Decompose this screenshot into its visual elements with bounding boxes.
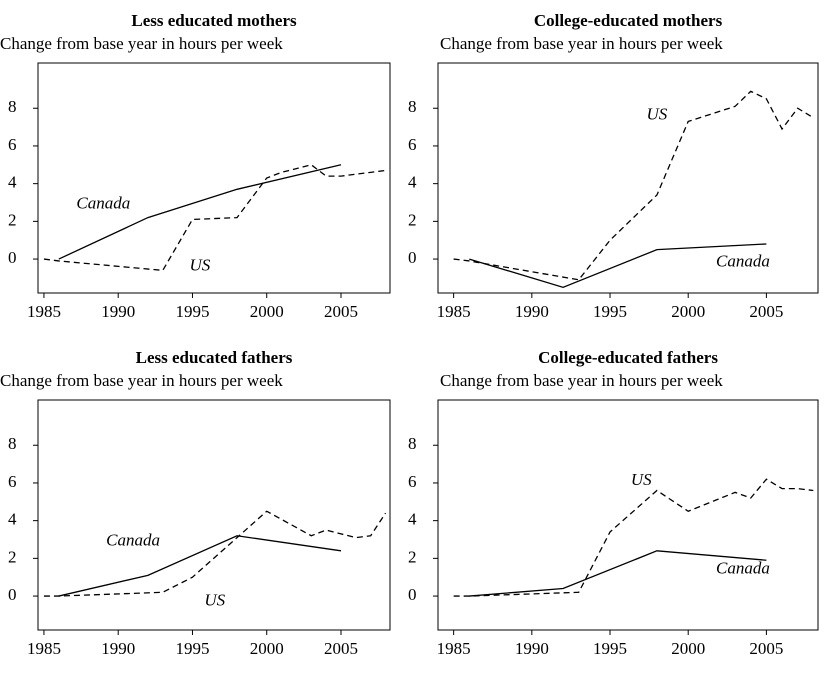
x-tick-label: 2005 [749,302,783,321]
series-line [58,164,342,260]
y-tick-label: 4 [408,173,417,192]
y-tick-label: 6 [8,135,17,154]
chart-subtitle: Change from base year in hours per week [0,34,283,53]
y-tick-label: 4 [408,510,417,529]
y-tick-label: 8 [8,434,17,453]
x-tick-label: 2005 [749,639,783,658]
chart-subtitle: Change from base year in hours per week [0,371,283,390]
series-label: US [631,470,652,489]
y-tick-label: 0 [8,248,17,267]
y-tick-label: 8 [8,97,17,116]
plot-frame [437,62,819,294]
series-line [43,510,387,597]
series-label: Canada [106,530,160,549]
x-tick-label: 1985 [27,639,61,658]
x-tick-label: 1985 [437,302,471,321]
y-tick-label: 0 [408,248,417,267]
x-tick-label: 1990 [101,302,135,321]
x-tick-label: 1990 [515,639,549,658]
x-tick-label: 1995 [175,639,209,658]
chart-title: College-educated mothers [534,11,723,30]
x-tick-label: 1985 [27,302,61,321]
series-line [43,164,386,272]
series-label: Canada [76,193,130,212]
y-tick-label: 8 [408,97,417,116]
x-tick-label: 2000 [250,302,284,321]
x-tick-label: 1985 [437,639,471,658]
series-label: Canada [716,252,770,271]
series-line [469,550,767,597]
series-label: Canada [716,559,770,578]
y-tick-label: 2 [8,210,17,229]
series-line [469,243,767,289]
y-tick-label: 8 [408,434,417,453]
x-tick-label: 1995 [593,302,627,321]
chart-title: Less educated mothers [131,11,297,30]
plot-frame [437,399,819,631]
x-tick-label: 1995 [593,639,627,658]
series-label: US [189,256,210,275]
series-line [58,535,342,597]
x-tick-label: 2000 [250,639,284,658]
chart-title: College-educated fathers [538,348,718,367]
y-tick-label: 2 [408,547,417,566]
series-label: US [204,591,225,610]
y-tick-label: 0 [8,585,17,604]
series-label: US [647,105,668,124]
y-tick-label: 0 [408,585,417,604]
chart-subtitle: Change from base year in hours per week [440,371,723,390]
plot-frame [37,62,391,294]
x-tick-label: 2000 [671,639,705,658]
series-line [453,478,814,597]
x-tick-label: 2000 [671,302,705,321]
y-tick-label: 2 [8,547,17,566]
y-tick-label: 2 [408,210,417,229]
x-tick-label: 1990 [515,302,549,321]
y-tick-label: 6 [408,472,417,491]
plot-frame [37,399,391,631]
y-tick-label: 6 [8,472,17,491]
y-tick-label: 4 [8,173,17,192]
y-tick-label: 6 [408,135,417,154]
chart-title: Less educated fathers [136,348,293,367]
y-tick-label: 4 [8,510,17,529]
x-tick-label: 1990 [101,639,135,658]
x-tick-label: 2005 [324,639,358,658]
x-tick-label: 1995 [175,302,209,321]
x-tick-label: 2005 [324,302,358,321]
chart-subtitle: Change from base year in hours per week [440,34,723,53]
